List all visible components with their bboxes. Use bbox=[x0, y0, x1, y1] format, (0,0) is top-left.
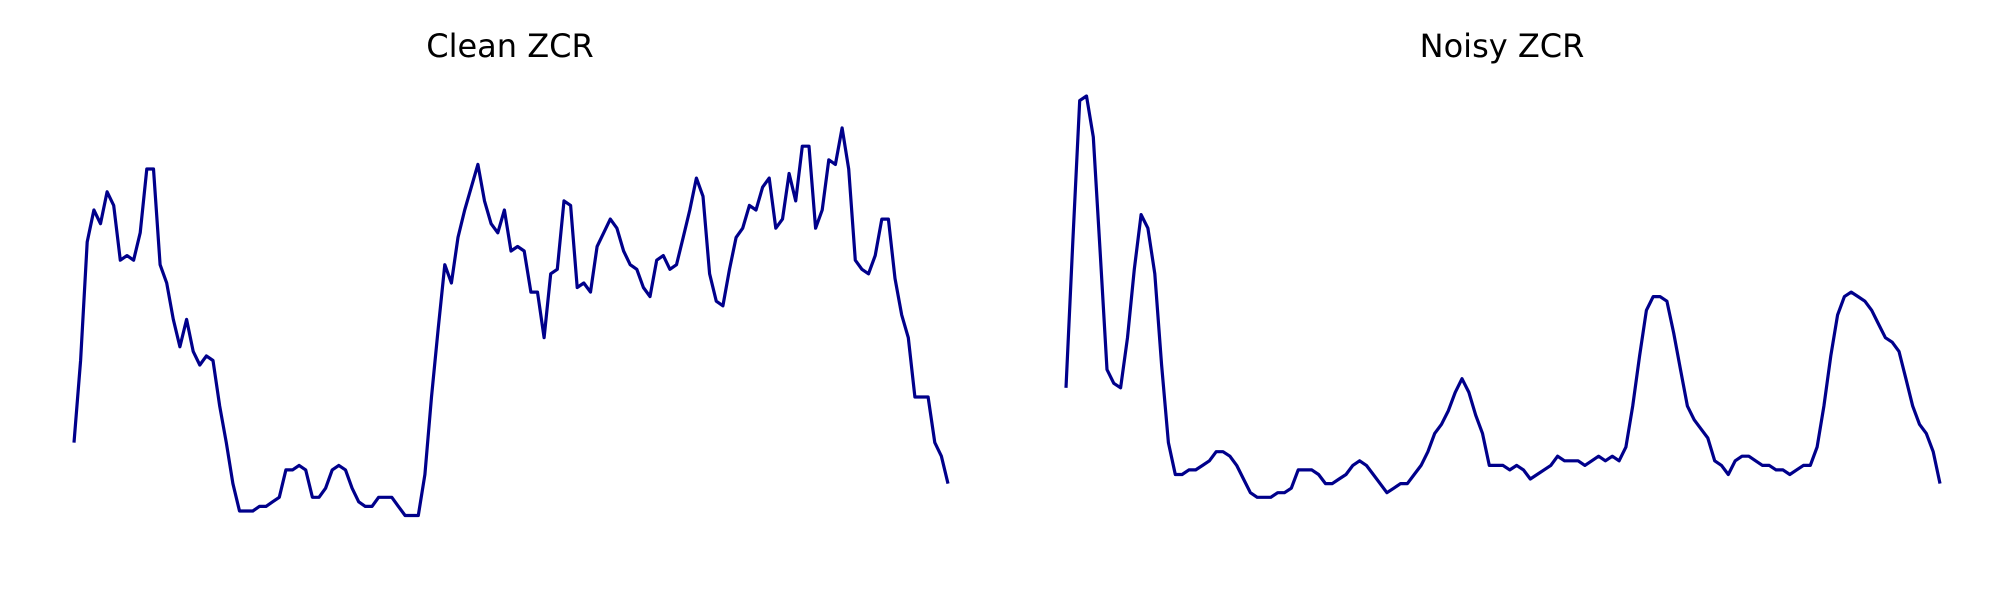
chart-panel-noisy-zcr: Noisy ZCR bbox=[1064, 27, 1942, 499]
chart-panel-clean-zcr: Clean ZCR bbox=[72, 27, 950, 518]
series-line-clean-zcr bbox=[72, 126, 950, 518]
chart-title-clean: Clean ZCR bbox=[426, 27, 593, 65]
series-line-noisy-zcr bbox=[1064, 94, 1942, 499]
chart-title-noisy: Noisy ZCR bbox=[1420, 27, 1585, 65]
